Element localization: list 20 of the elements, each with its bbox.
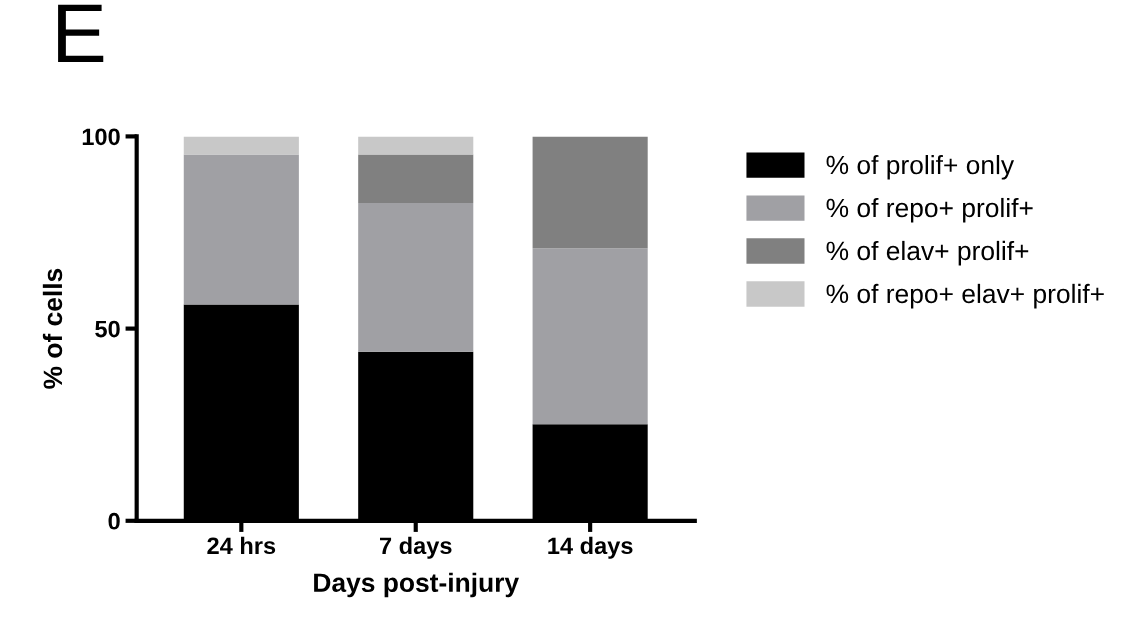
bar bbox=[358, 202, 474, 352]
legend-label: % of repo+ prolif+ bbox=[826, 197, 1033, 223]
bar bbox=[358, 154, 474, 203]
x-tick-label: 24 hrs bbox=[207, 536, 276, 555]
text: E bbox=[58, 4, 104, 62]
x-tick-label: 7 days bbox=[380, 536, 452, 559]
y-tick-label: 0 bbox=[108, 512, 120, 530]
x-tick-label: 14 days bbox=[548, 536, 633, 559]
bar bbox=[183, 136, 299, 155]
legend-label: % of repo+ elav+ prolif+ bbox=[826, 283, 1104, 309]
y-tick-label: 100 bbox=[82, 128, 120, 146]
x-axis-title: Days post-injury bbox=[314, 572, 519, 598]
bar bbox=[358, 136, 474, 155]
bar bbox=[183, 154, 299, 305]
bar bbox=[532, 136, 648, 249]
bar bbox=[532, 248, 648, 425]
legend-label: % of elav+ prolif+ bbox=[826, 240, 1029, 266]
y-axis-title: % of cells bbox=[42, 268, 63, 389]
y-tick-label: 50 bbox=[95, 320, 120, 338]
legend-label: % of prolif+ only bbox=[826, 154, 1015, 180]
